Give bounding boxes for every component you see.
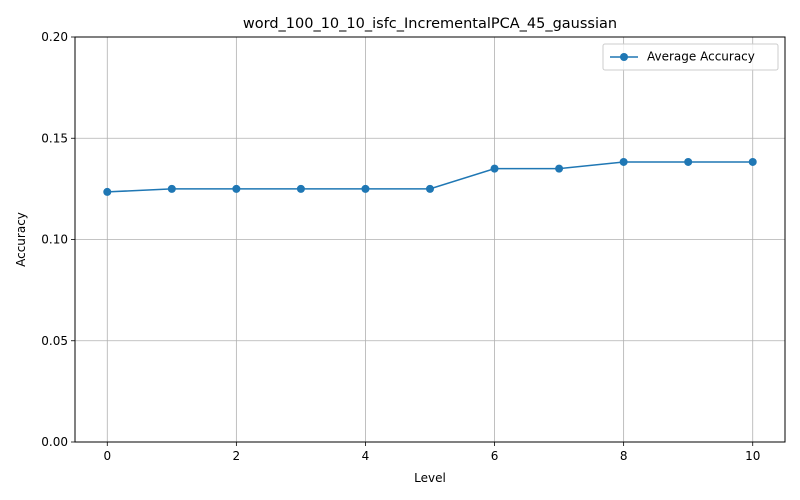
- data-point: [555, 164, 564, 173]
- legend-box: [602, 43, 779, 71]
- y-tick-label: 0.05: [41, 334, 68, 348]
- legend: Average Accuracy: [602, 43, 779, 71]
- legend-label: Average Accuracy: [647, 50, 755, 64]
- x-axis-ticks: 0 2 4 6 8 10: [103, 442, 760, 463]
- x-tick-label: 10: [745, 449, 760, 463]
- data-point: [684, 157, 693, 166]
- data-point: [232, 184, 241, 193]
- y-axis-label: Accuracy: [14, 212, 28, 267]
- y-axis-ticks: 0.00 0.05 0.10 0.15 0.20: [41, 30, 75, 449]
- x-tick-label: 8: [620, 449, 628, 463]
- data-point: [296, 184, 305, 193]
- x-tick-label: 0: [103, 449, 111, 463]
- data-point: [167, 184, 176, 193]
- series-layer: [103, 157, 757, 196]
- data-point: [103, 187, 112, 196]
- x-tick-label: 2: [233, 449, 241, 463]
- legend-marker: [620, 53, 628, 61]
- x-tick-label: 4: [362, 449, 370, 463]
- data-point: [748, 157, 757, 166]
- y-tick-label: 0.10: [41, 233, 68, 247]
- x-tick-label: 6: [491, 449, 499, 463]
- y-tick-label: 0.15: [41, 131, 68, 145]
- data-point: [490, 164, 499, 173]
- data-point: [619, 157, 628, 166]
- y-tick-label: 0.00: [41, 435, 68, 449]
- y-tick-label: 0.20: [41, 30, 68, 44]
- data-point: [361, 184, 370, 193]
- data-point: [426, 184, 434, 193]
- chart-title: word_100_10_10_isfc_IncrementalPCA_45_ga…: [243, 16, 617, 32]
- x-axis-label: Level: [414, 471, 446, 485]
